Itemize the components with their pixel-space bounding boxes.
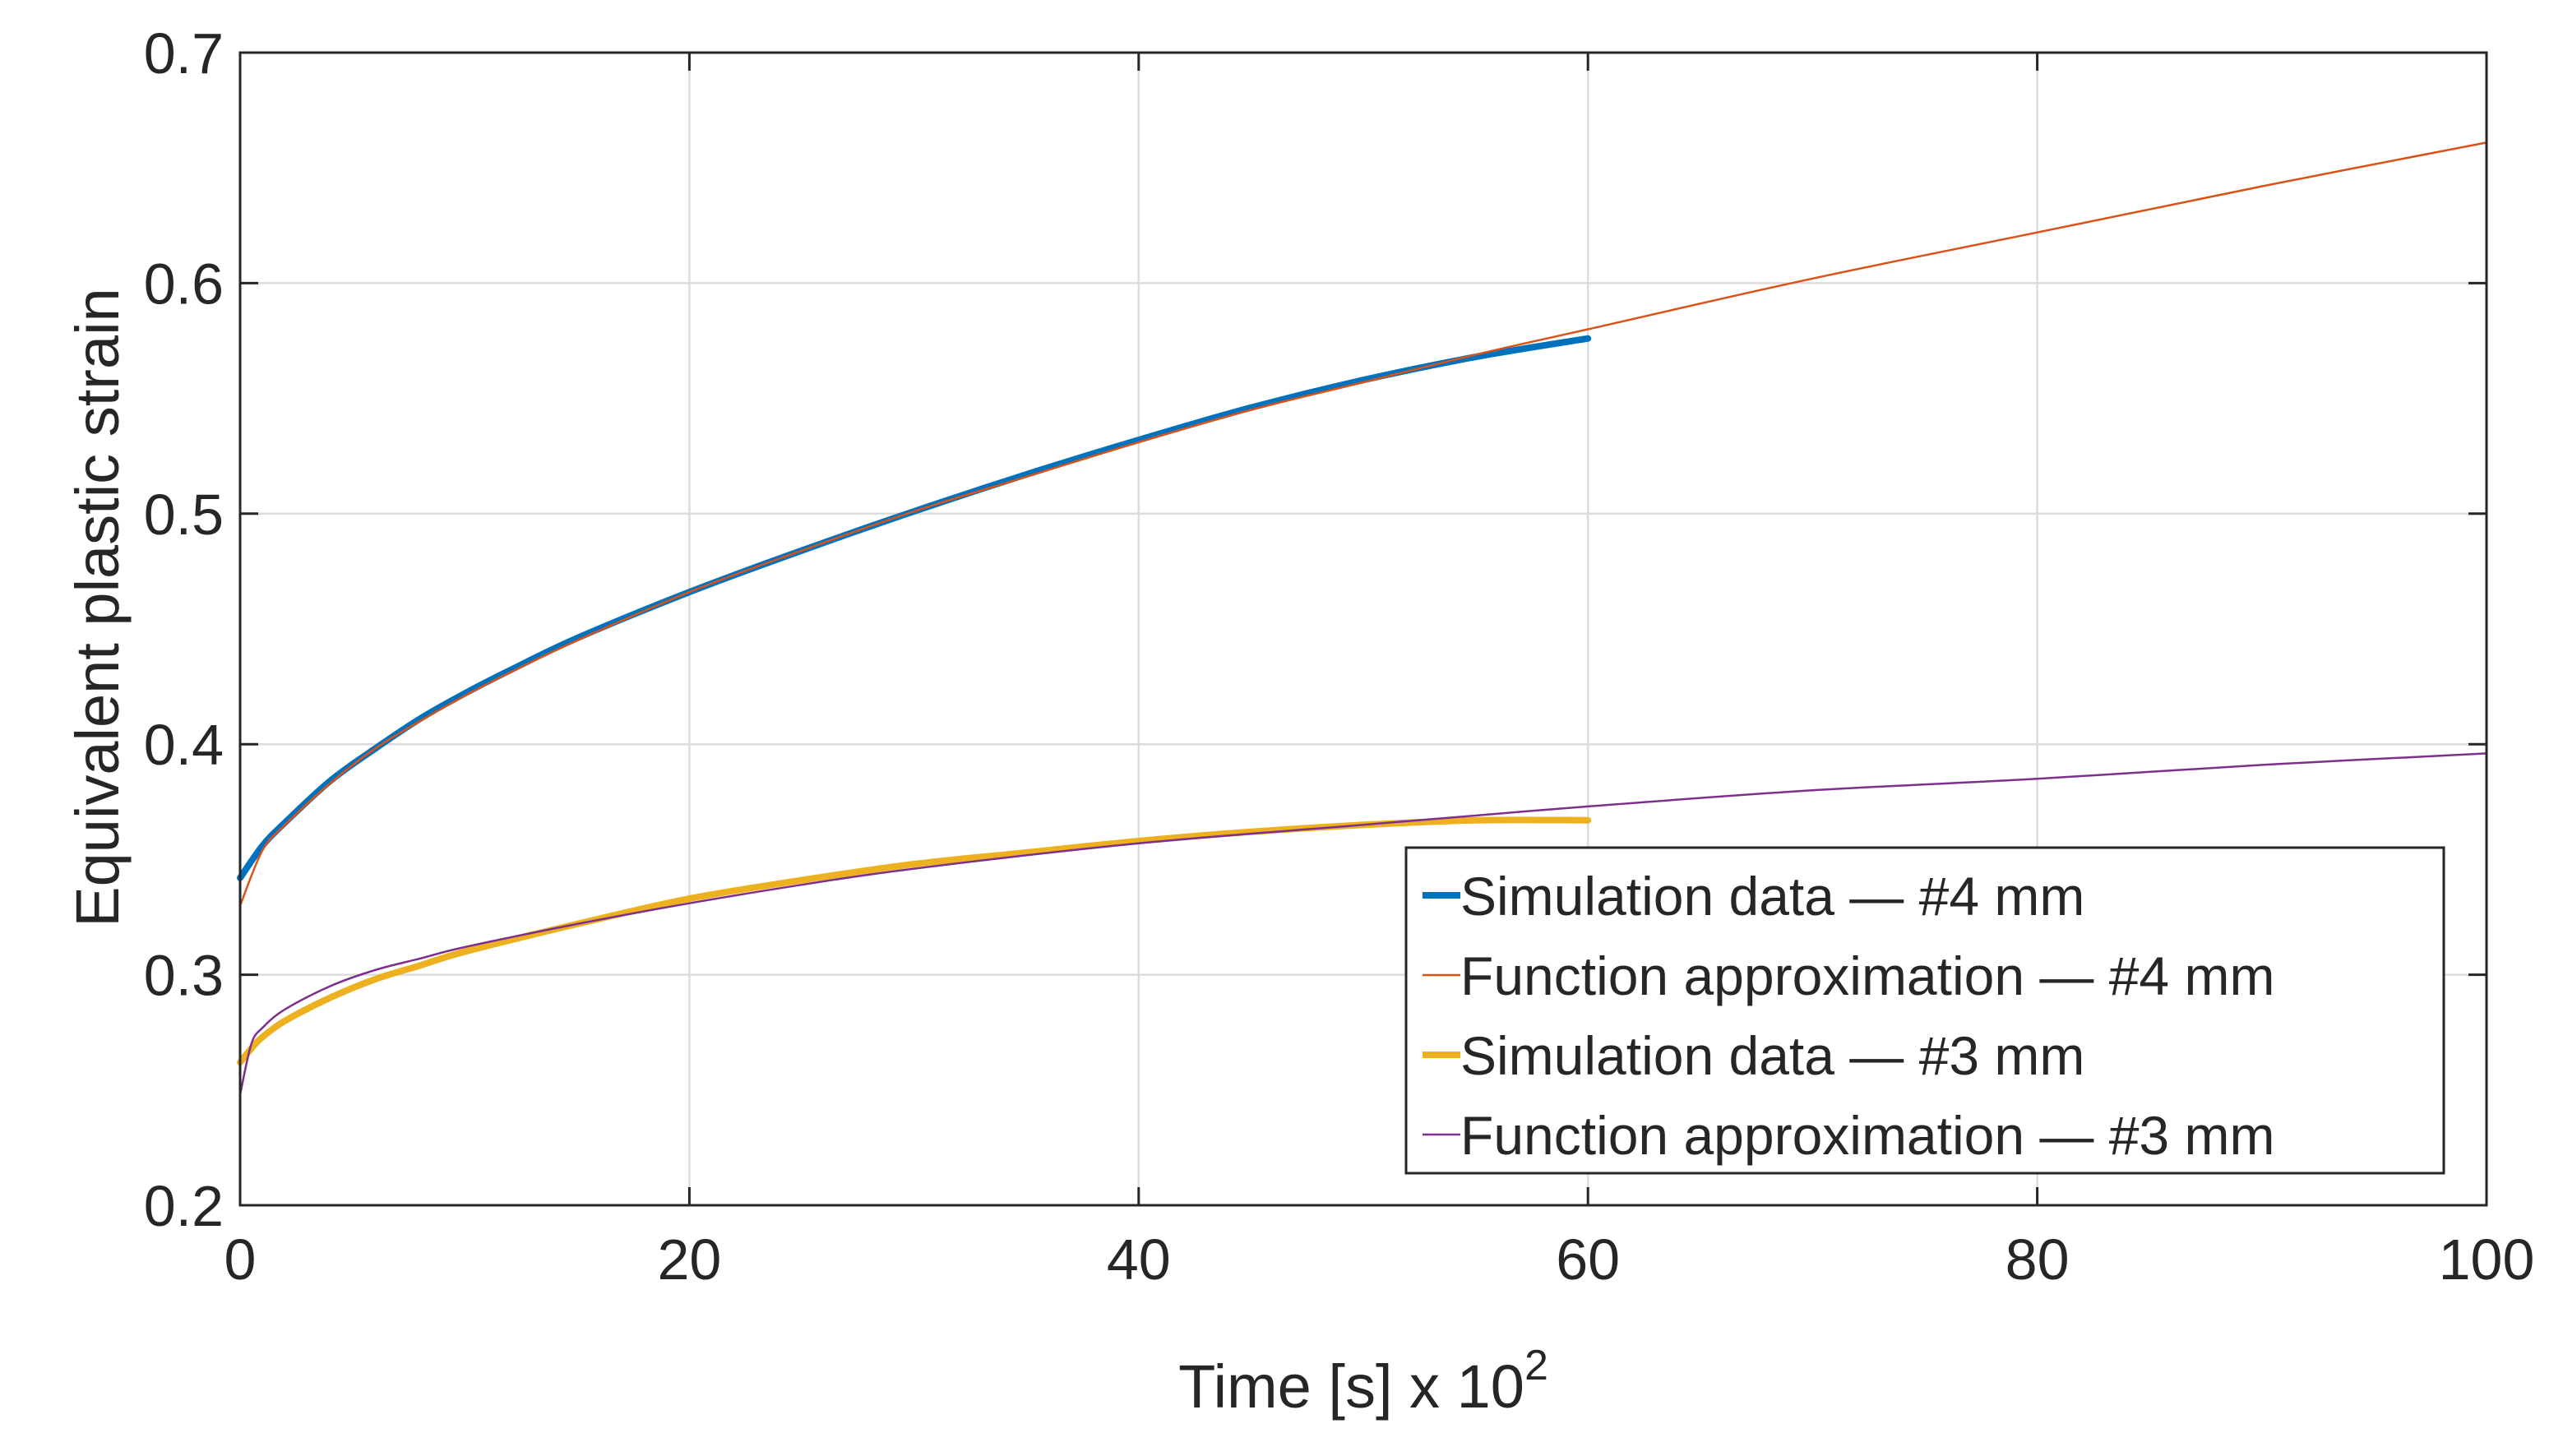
x-axis-label: Time [s] x 102	[1178, 1342, 1548, 1421]
axis-ticks	[238, 51, 2488, 1207]
legend-label-series-fit-4mm: Function approximation — #4 mm	[1460, 945, 2274, 1006]
y-tick-label-0-5: 0.5	[144, 483, 224, 547]
y-tick-label-0-6: 0.6	[144, 252, 224, 316]
series-fit-4mm	[238, 141, 2488, 907]
x-tick-label-100: 100	[2439, 1227, 2535, 1292]
y-tick-label-0-3: 0.3	[144, 944, 224, 1008]
y-tick-label-0-7: 0.7	[144, 21, 224, 86]
series-lines	[237, 141, 2488, 1096]
x-axis-label-text: Time [s] x 10	[1178, 1352, 1524, 1421]
legend-label-series-sim-3mm: Simulation data — #3 mm	[1460, 1025, 2084, 1086]
legend-label-series-sim-4mm: Simulation data — #4 mm	[1460, 866, 2084, 927]
y-axis-label: Equivalent plastic strain	[63, 288, 132, 927]
x-tick-label-80: 80	[2006, 1227, 2070, 1292]
tick-labels: 0 20 40 60 80 100 0.2 0.3 0.4 0.5 0.6 0.7	[144, 21, 2535, 1292]
x-axis-label-exponent: 2	[1524, 1342, 1548, 1389]
x-tick-label-0: 0	[224, 1227, 257, 1292]
x-tick-label-40: 40	[1107, 1227, 1171, 1292]
series-fit-3mm	[238, 752, 2488, 1096]
legend-label-series-fit-3mm: Function approximation — #3 mm	[1460, 1105, 2274, 1166]
x-tick-label-20: 20	[657, 1227, 721, 1292]
legend: Simulation data — #4 mm Function approxim…	[1404, 846, 2445, 1175]
legend-box	[1404, 846, 2445, 1175]
axes-frame	[238, 51, 2488, 1207]
x-tick-label-60: 60	[1556, 1227, 1620, 1292]
series-sim-3mm	[237, 816, 1592, 1066]
y-tick-label-0-4: 0.4	[144, 713, 224, 777]
y-tick-label-0-2: 0.2	[144, 1174, 224, 1238]
